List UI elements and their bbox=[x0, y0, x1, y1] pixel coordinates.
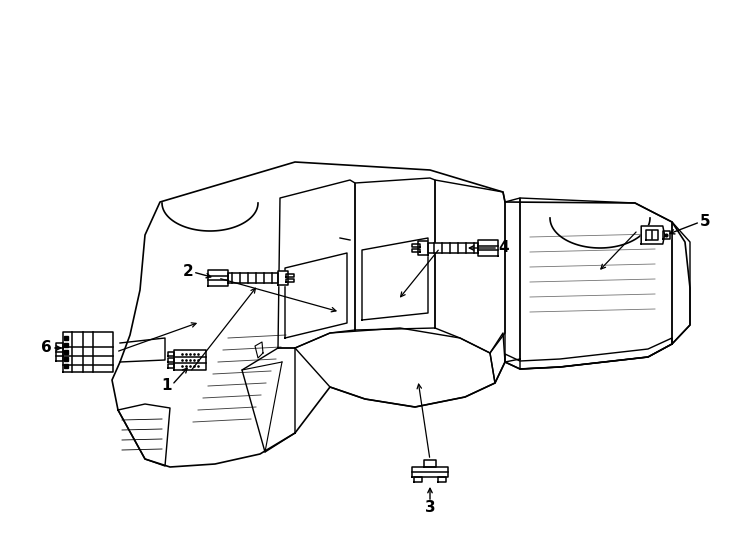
Polygon shape bbox=[242, 348, 295, 452]
Text: 1: 1 bbox=[161, 377, 172, 393]
Polygon shape bbox=[112, 162, 690, 467]
Polygon shape bbox=[663, 232, 670, 239]
Text: 6: 6 bbox=[41, 341, 52, 355]
Polygon shape bbox=[286, 279, 294, 282]
Polygon shape bbox=[550, 218, 650, 248]
Polygon shape bbox=[255, 342, 263, 358]
Polygon shape bbox=[278, 271, 288, 285]
Text: 2: 2 bbox=[182, 265, 193, 280]
Polygon shape bbox=[168, 364, 174, 368]
Polygon shape bbox=[520, 198, 672, 369]
Polygon shape bbox=[646, 230, 658, 240]
Polygon shape bbox=[642, 226, 664, 244]
Polygon shape bbox=[278, 180, 355, 348]
Polygon shape bbox=[228, 273, 278, 283]
Polygon shape bbox=[63, 332, 113, 372]
Polygon shape bbox=[118, 404, 170, 466]
Polygon shape bbox=[208, 270, 228, 286]
Polygon shape bbox=[435, 180, 505, 353]
Polygon shape bbox=[412, 244, 420, 247]
Polygon shape bbox=[295, 328, 495, 407]
Polygon shape bbox=[412, 467, 448, 477]
Polygon shape bbox=[672, 222, 690, 344]
Polygon shape bbox=[505, 198, 520, 362]
Text: 3: 3 bbox=[425, 501, 435, 516]
Polygon shape bbox=[478, 240, 498, 256]
Polygon shape bbox=[162, 203, 258, 231]
Text: 4: 4 bbox=[498, 240, 509, 255]
Polygon shape bbox=[355, 178, 435, 330]
Polygon shape bbox=[414, 477, 422, 482]
Text: 5: 5 bbox=[700, 214, 711, 230]
Polygon shape bbox=[438, 477, 446, 482]
Polygon shape bbox=[418, 241, 428, 255]
Polygon shape bbox=[168, 358, 174, 362]
Polygon shape bbox=[285, 253, 347, 338]
Polygon shape bbox=[56, 343, 63, 361]
Polygon shape bbox=[174, 350, 206, 370]
Polygon shape bbox=[424, 460, 436, 467]
Polygon shape bbox=[412, 249, 420, 252]
Polygon shape bbox=[490, 333, 505, 383]
Polygon shape bbox=[168, 352, 174, 356]
Polygon shape bbox=[362, 238, 428, 320]
Polygon shape bbox=[505, 338, 672, 369]
Polygon shape bbox=[286, 274, 294, 277]
Polygon shape bbox=[428, 243, 478, 253]
